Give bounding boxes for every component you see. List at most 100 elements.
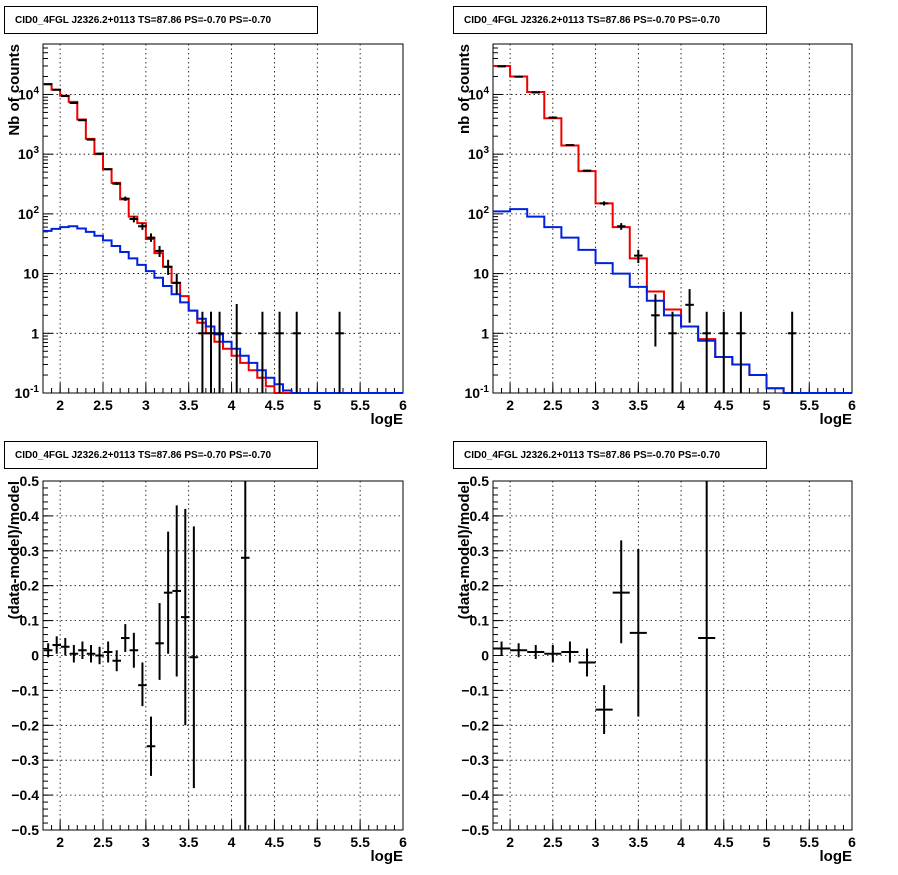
total-model-line (43, 82, 403, 394)
y-tick-label: 0.5 (20, 473, 40, 489)
y-tick-label: 0.4 (470, 508, 490, 524)
residual-point (493, 641, 511, 656)
data-point (95, 152, 104, 155)
data-point (651, 294, 660, 347)
residual-point (121, 624, 130, 653)
y-tick-label: −0.2 (461, 717, 489, 733)
data-point (335, 311, 344, 393)
y-tick-label: −0.4 (11, 787, 39, 803)
data-point (685, 289, 694, 323)
data-point (86, 138, 96, 141)
residual-point (155, 603, 164, 680)
residual-point (95, 646, 104, 665)
x-tick-label: 3 (592, 834, 600, 850)
data-point (78, 119, 87, 122)
residual-point (146, 716, 156, 776)
residual-point (172, 505, 181, 677)
residual-point (527, 645, 545, 659)
x-tick-label: 6 (399, 834, 407, 850)
y-tick-label: 0.4 (20, 508, 40, 524)
data-point (616, 223, 626, 230)
residual-point (69, 645, 79, 663)
x-tick-label: 5.5 (350, 397, 370, 413)
y-tick-label: 0.1 (20, 613, 40, 629)
data-point (121, 196, 130, 201)
x-tick-label: 6 (848, 834, 856, 850)
y-tick-label: 10-1 (465, 384, 490, 401)
y-tick-label: −0.3 (11, 752, 39, 768)
residual-point (112, 650, 121, 672)
x-tick-label: 5.5 (800, 834, 820, 850)
y-tick-label: 10 (23, 266, 39, 282)
data-point (258, 311, 267, 393)
residual-point (43, 643, 53, 658)
data-point (138, 223, 147, 230)
y-tick-label: 0 (481, 648, 489, 664)
data-point (787, 311, 797, 393)
panel-title: CID0_4FGL J2326.2+0113 TS=87.86 PS=-0.70… (4, 441, 318, 469)
component-model-line (43, 225, 403, 394)
x-tick-label: 4.5 (714, 397, 734, 413)
data-point (146, 233, 156, 242)
residual-point (163, 531, 173, 654)
data-point (736, 311, 746, 393)
y-axis-title: Nb of counts (6, 44, 23, 136)
y-tick-label: −0.1 (461, 682, 489, 698)
residual-point (52, 636, 61, 654)
residual-point (578, 648, 596, 677)
residual-point (629, 549, 647, 717)
x-tick-label: 3 (592, 397, 600, 413)
y-tick-label: 10-1 (15, 384, 40, 401)
panel-title: CID0_4FGL J2326.2+0113 TS=87.86 PS=-0.70… (453, 6, 767, 34)
y-tick-label: −0.4 (461, 787, 489, 803)
residual-point (78, 641, 87, 659)
data-point (155, 245, 164, 257)
residual-point (138, 662, 147, 707)
data-point (702, 311, 711, 393)
data-point (198, 311, 207, 393)
x-tick-label: 2 (506, 834, 514, 850)
y-tick-label: 102 (18, 205, 40, 222)
x-tick-label: 5 (313, 397, 321, 413)
x-tick-label: 4 (228, 397, 236, 413)
x-tick-label: 2 (56, 397, 64, 413)
x-tick-label: 2 (56, 834, 64, 850)
y-tick-label: 0.3 (20, 543, 40, 559)
residual-point (241, 481, 250, 830)
x-tick-label: 6 (399, 397, 407, 413)
data-point (52, 88, 61, 91)
x-tick-label: 2.5 (543, 834, 563, 850)
x-tick-label: 6 (848, 397, 856, 413)
data-point (565, 144, 575, 147)
x-tick-label: 3 (142, 397, 150, 413)
x-tick-label: 5.5 (350, 834, 370, 850)
y-tick-label: 1 (31, 325, 39, 341)
data-point (599, 201, 609, 206)
y-tick-label: 103 (468, 145, 490, 162)
x-tick-label: 4 (677, 834, 685, 850)
data-point (69, 101, 79, 104)
x-tick-label: 4.5 (265, 397, 285, 413)
data-point (232, 303, 241, 393)
data-point (497, 65, 506, 68)
data-point (215, 311, 224, 393)
residual-point (544, 645, 562, 663)
data-point (112, 182, 121, 185)
y-tick-label: 0.2 (470, 578, 490, 594)
y-tick-label: 102 (468, 205, 490, 222)
data-point (103, 168, 113, 171)
data-point (61, 95, 70, 98)
residual-point (86, 645, 96, 663)
y-axis-title: (data-model)/model (456, 481, 473, 619)
y-axis-title: nb of counts (456, 44, 473, 134)
data-point (531, 91, 541, 94)
y-tick-label: −0.5 (11, 822, 39, 838)
y-tick-label: 0.5 (470, 473, 490, 489)
y-axis-title: (data-model)/model (6, 481, 23, 619)
x-axis-title: logE (820, 411, 853, 428)
y-tick-label: 0 (31, 648, 39, 664)
residual-point (561, 641, 579, 663)
y-tick-label: 10 (473, 266, 489, 282)
x-tick-label: 3 (142, 834, 150, 850)
